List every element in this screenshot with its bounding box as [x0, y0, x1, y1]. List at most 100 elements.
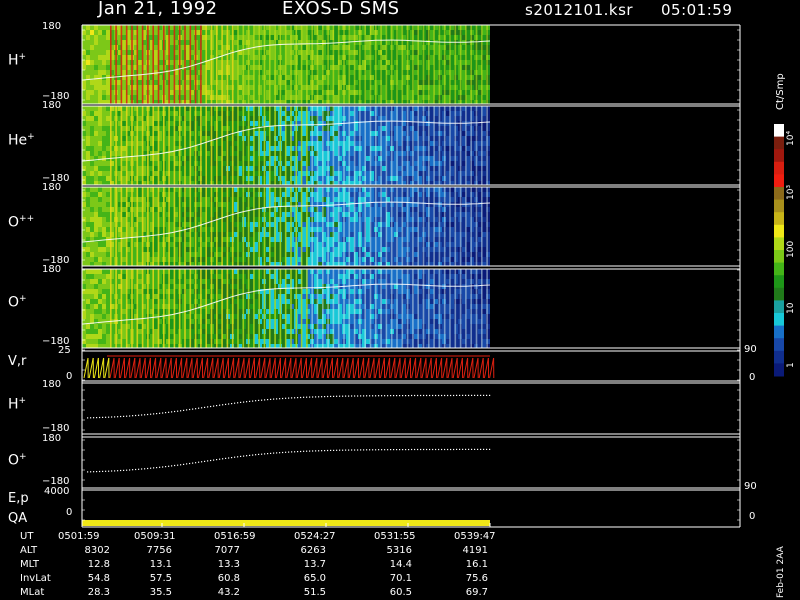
heat-cell — [126, 35, 130, 40]
heat-cell — [270, 25, 274, 30]
heat-cell — [206, 111, 210, 116]
heat-cell — [362, 151, 366, 156]
sweep-stripe — [200, 106, 202, 185]
heat-cell — [186, 197, 190, 202]
heat-cell — [486, 30, 490, 35]
heat-cell — [402, 227, 406, 232]
heat-cell — [462, 55, 466, 60]
heat-cell — [282, 262, 286, 266]
sweep-stripe — [417, 106, 419, 185]
heat-cell — [378, 65, 382, 70]
heat-cell — [218, 202, 222, 207]
heat-cell — [158, 95, 162, 100]
heat-cell — [434, 207, 438, 212]
heat-cell — [378, 121, 382, 126]
heat-cell — [446, 171, 450, 176]
heat-cell — [138, 212, 142, 217]
heat-cell — [174, 252, 178, 257]
heat-cell — [222, 181, 226, 185]
heat-cell — [450, 252, 454, 257]
heat-cell — [166, 100, 170, 104]
sweep-stripe — [205, 25, 207, 104]
heat-cell — [158, 100, 162, 104]
heat-cell — [482, 141, 486, 146]
heat-cell — [254, 131, 258, 136]
heat-cell — [350, 242, 354, 247]
heat-cell — [234, 247, 238, 252]
heat-cell — [386, 141, 390, 146]
heat-cell — [282, 35, 286, 40]
heat-cell — [150, 222, 154, 227]
heat-cell — [166, 65, 170, 70]
heat-cell — [90, 30, 94, 35]
heat-cell — [218, 181, 222, 185]
heat-cell — [482, 176, 486, 181]
heat-cell — [410, 111, 414, 116]
heat-cell — [354, 192, 358, 197]
heat-cell — [270, 136, 274, 141]
heat-cell — [290, 156, 294, 161]
heat-cell — [174, 90, 178, 95]
heat-cell — [170, 25, 174, 30]
heat-cell — [450, 192, 454, 197]
heat-cell — [302, 35, 306, 40]
heat-cell — [394, 116, 398, 121]
heat-cell — [346, 227, 350, 232]
heat-cell — [346, 126, 350, 131]
heat-cell — [418, 40, 422, 45]
heat-cell — [398, 131, 402, 136]
heat-cell — [150, 25, 154, 30]
heat-cell — [334, 65, 338, 70]
heat-cell — [206, 70, 210, 75]
heat-cell — [126, 197, 130, 202]
heat-cell — [366, 237, 370, 242]
heat-cell — [190, 166, 194, 171]
heat-cell — [446, 50, 450, 55]
heat-cell — [410, 227, 414, 232]
heat-cell — [346, 146, 350, 151]
heat-cell — [482, 55, 486, 60]
heat-cell — [82, 161, 86, 166]
sweep-stripe — [422, 106, 425, 185]
heat-cell — [410, 192, 414, 197]
heat-cell — [466, 252, 470, 257]
sweep-stripe — [449, 25, 451, 104]
heat-cell — [394, 111, 398, 116]
heat-cell — [110, 217, 114, 222]
heat-cell — [270, 187, 274, 192]
heat-cell — [158, 75, 162, 80]
heat-cell — [270, 35, 274, 40]
heat-cell — [298, 111, 302, 116]
heat-cell — [398, 126, 402, 131]
heat-cell — [102, 197, 106, 202]
heat-cell — [282, 202, 286, 207]
heat-cell — [254, 106, 258, 111]
heat-cell — [222, 237, 226, 242]
heat-cell — [338, 212, 342, 217]
heat-cell — [158, 237, 162, 242]
heat-cell — [418, 136, 422, 141]
heat-cell — [150, 40, 154, 45]
heat-cell — [110, 100, 114, 104]
heat-cell — [430, 262, 434, 266]
heat-cell — [118, 217, 122, 222]
heat-cell — [418, 146, 422, 151]
heat-cell — [334, 136, 338, 141]
heat-cell — [398, 252, 402, 257]
heat-cell — [98, 60, 102, 65]
heat-cell — [206, 212, 210, 217]
heat-cell — [134, 262, 138, 266]
heat-cell — [126, 166, 130, 171]
heat-cell — [134, 116, 138, 121]
heat-cell — [314, 121, 318, 126]
heat-cell — [398, 151, 402, 156]
heat-cell — [410, 161, 414, 166]
heat-cell — [298, 95, 302, 100]
heat-cell — [282, 207, 286, 212]
heat-cell — [154, 146, 158, 151]
heat-cell — [206, 30, 210, 35]
sweep-stripe — [380, 106, 382, 185]
heat-cell — [82, 257, 86, 262]
heat-cell — [98, 65, 102, 70]
heat-cell — [254, 136, 258, 141]
